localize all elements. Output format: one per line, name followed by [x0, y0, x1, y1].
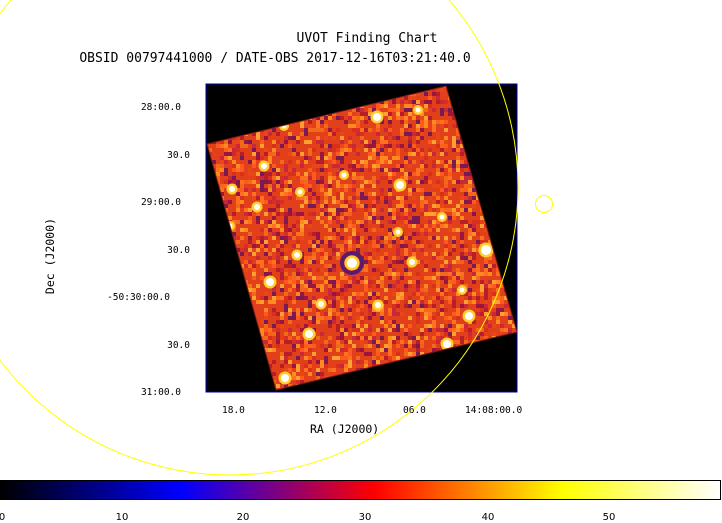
colorbar-tick: 10 [115, 512, 129, 523]
small-region-circle [535, 195, 553, 213]
y-axis-title: Dec (J2000) [43, 217, 57, 295]
ra-tick-label: 06.0 [403, 405, 426, 416]
colorbar [0, 480, 721, 500]
dec-tick-label: 31:00.0 [140, 387, 181, 398]
dec-tick-label: -50:30:00.0 [107, 292, 170, 303]
chart-subtitle: OBSID 00797441000 / DATE-OBS 2017-12-16T… [79, 51, 471, 66]
x-axis-title: RA (J2000) [310, 422, 380, 436]
dec-tick-label: 28:00.0 [140, 102, 181, 113]
ra-tick-label: 18.0 [222, 405, 245, 416]
dec-tick-label: 30.0 [167, 340, 190, 351]
dec-tick-label: 30.0 [167, 150, 190, 161]
large-region-circle [0, 0, 519, 476]
colorbar-tick: 30 [358, 512, 372, 523]
colorbar-tick: 20 [236, 512, 250, 523]
colorbar-tick: 40 [481, 512, 495, 523]
colorbar-tick: 50 [602, 512, 616, 523]
chart-title: UVOT Finding Chart [296, 31, 438, 46]
dec-tick-label: 29:00.0 [140, 197, 181, 208]
exposure-tile-edge [206, 85, 518, 391]
dec-tick-label: 30.0 [167, 245, 190, 256]
colorbar-tick: 0 [0, 512, 6, 523]
ra-tick-label: 14:08:00.0 [465, 405, 523, 416]
ra-tick-label: 12.0 [314, 405, 337, 416]
